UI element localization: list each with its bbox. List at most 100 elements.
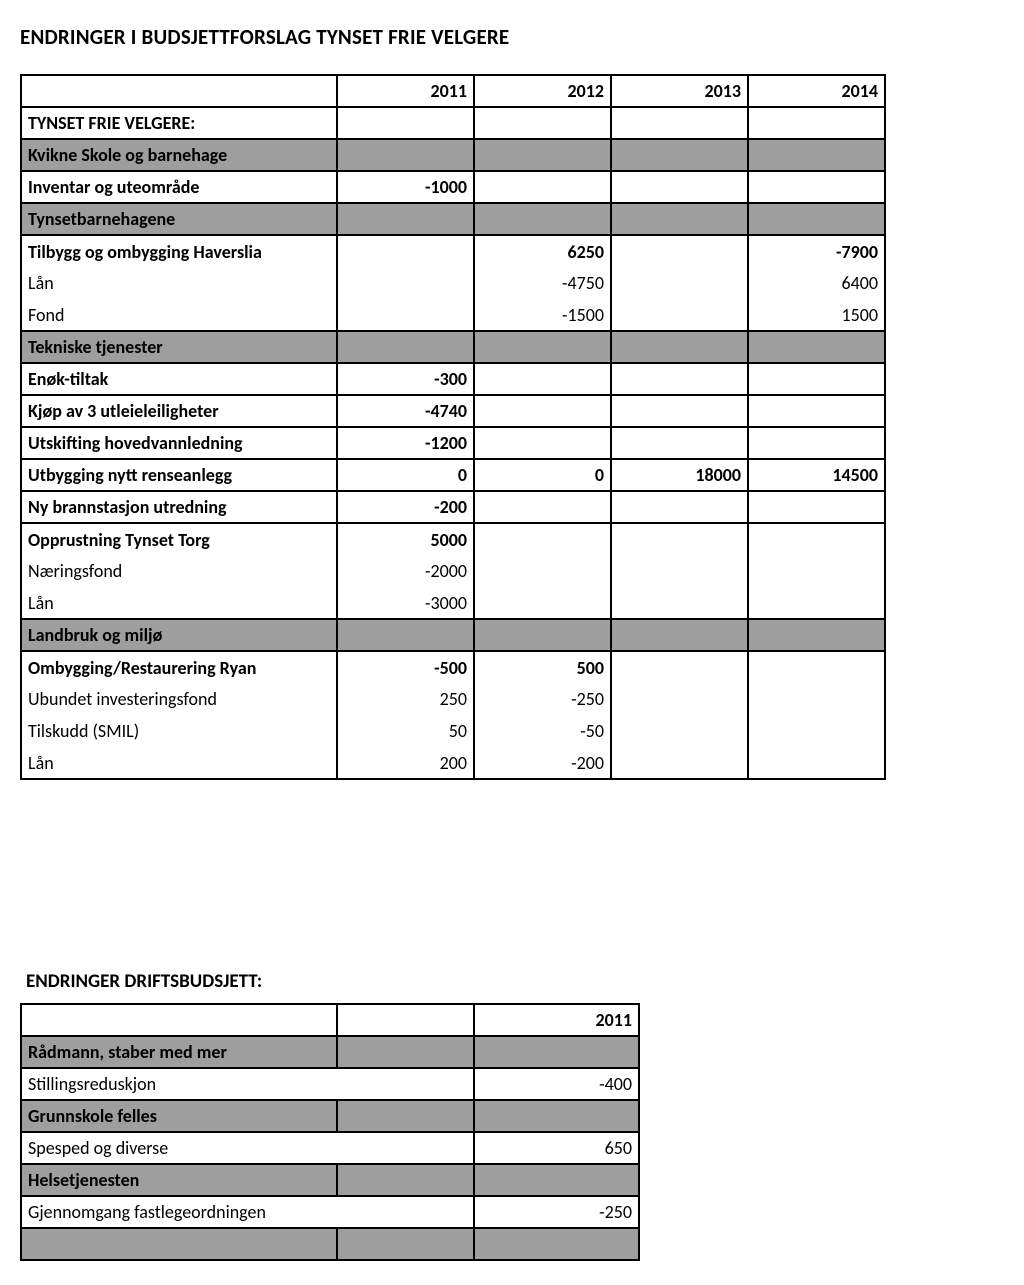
section-cell <box>611 619 748 651</box>
row-value: 6250 <box>474 235 611 267</box>
row-value <box>474 523 611 555</box>
row-value <box>474 491 611 523</box>
table-row: Tilskudd (SMIL)50-50 <box>21 715 885 747</box>
year-header: 2014 <box>748 75 885 107</box>
row-label-ext <box>337 1068 474 1100</box>
row-label: Spesped og diverse <box>21 1132 337 1164</box>
header-empty <box>21 1004 337 1036</box>
row-value <box>474 395 611 427</box>
row-value: -300 <box>337 363 474 395</box>
table-row: Landbruk og miljø <box>21 619 885 651</box>
table-row: Opprustning Tynset Torg5000 <box>21 523 885 555</box>
row-label: Tilbygg og ombygging Haverslia <box>21 235 337 267</box>
row-value: 1500 <box>748 299 885 331</box>
row-value <box>611 491 748 523</box>
table-row: Kjøp av 3 utleieleiligheter-4740 <box>21 395 885 427</box>
table-row: Grunnskole felles <box>21 1100 639 1132</box>
table-row: Lån-3000 <box>21 587 885 619</box>
row-label: Stillingsreduskjon <box>21 1068 337 1100</box>
row-value <box>748 651 885 683</box>
section-label: Kvikne Skole og barnehage <box>21 139 337 171</box>
table-row: Inventar og uteområde-1000 <box>21 171 885 203</box>
row-label: Lån <box>21 267 337 299</box>
table-row: 2011201220132014 <box>21 75 885 107</box>
year-header: 2012 <box>474 75 611 107</box>
section-cell <box>337 1100 474 1132</box>
row-value <box>337 235 474 267</box>
page-title: ENDRINGER I BUDSJETTFORSLAG TYNSET FRIE … <box>20 24 1004 50</box>
section-cell <box>474 331 611 363</box>
row-value: 6400 <box>748 267 885 299</box>
section-cell <box>337 331 474 363</box>
row-value: 650 <box>474 1132 639 1164</box>
table-row: Ny brannstasjon utredning-200 <box>21 491 885 523</box>
row-value: 14500 <box>748 459 885 491</box>
row-value: 250 <box>337 683 474 715</box>
row-value <box>474 587 611 619</box>
row-label: Utbygging nytt renseanlegg <box>21 459 337 491</box>
section-cell <box>474 1164 639 1196</box>
table-row: Tynsetbarnehagene <box>21 203 885 235</box>
row-value: -7900 <box>748 235 885 267</box>
section-label: Tynsetbarnehagene <box>21 203 337 235</box>
row-value: -1000 <box>337 171 474 203</box>
table-row: Ombygging/Restaurering Ryan-500500 <box>21 651 885 683</box>
row-value: -2000 <box>337 555 474 587</box>
table-row: Tekniske tjenester <box>21 331 885 363</box>
row-label: Utskifting hovedvannledning <box>21 427 337 459</box>
row-value: -200 <box>474 747 611 779</box>
row-label: Næringsfond <box>21 555 337 587</box>
row-label: Lån <box>21 747 337 779</box>
table-row: Ubundet investeringsfond250-250 <box>21 683 885 715</box>
row-value: -50 <box>474 715 611 747</box>
row-label-ext <box>337 1132 474 1164</box>
row-value <box>611 555 748 587</box>
row-value: -4750 <box>474 267 611 299</box>
row-value: -4740 <box>337 395 474 427</box>
row-label: Tilskudd (SMIL) <box>21 715 337 747</box>
row-value: -250 <box>474 683 611 715</box>
row-value: 50 <box>337 715 474 747</box>
table-row: Spesped og diverse 650 <box>21 1132 639 1164</box>
row-label: Kjøp av 3 utleieleiligheter <box>21 395 337 427</box>
row-value <box>611 587 748 619</box>
row-value <box>611 299 748 331</box>
section-cell <box>337 1036 474 1068</box>
row-value <box>611 427 748 459</box>
row-value <box>474 171 611 203</box>
table-row: Lån200-200 <box>21 747 885 779</box>
section-label: Tekniske tjenester <box>21 331 337 363</box>
budget-table-1: 2011201220132014TYNSET FRIE VELGERE:Kvik… <box>20 74 886 780</box>
row-value <box>474 427 611 459</box>
section-cell <box>474 1100 639 1132</box>
row-label: Ombygging/Restaurering Ryan <box>21 651 337 683</box>
row-value <box>748 715 885 747</box>
row-value <box>611 523 748 555</box>
section-cell <box>337 203 474 235</box>
row-value: -3000 <box>337 587 474 619</box>
row-value <box>611 747 748 779</box>
section-cell <box>748 203 885 235</box>
row-value <box>748 555 885 587</box>
section-label: Rådmann, staber med mer <box>21 1036 337 1068</box>
table-row: Lån -4750 6400 <box>21 267 885 299</box>
section-cell <box>474 619 611 651</box>
year-header: 2011 <box>337 75 474 107</box>
section-cell <box>611 331 748 363</box>
section-label: Landbruk og miljø <box>21 619 337 651</box>
row-value: -250 <box>474 1196 639 1228</box>
row-value <box>748 587 885 619</box>
section-cell <box>337 1164 474 1196</box>
section-cell <box>337 619 474 651</box>
table-row: Helsetjenesten <box>21 1164 639 1196</box>
section-label: Grunnskole felles <box>21 1100 337 1132</box>
row-value <box>611 651 748 683</box>
table-row: Utbygging nytt renseanlegg001800014500 <box>21 459 885 491</box>
row-value <box>337 299 474 331</box>
row-label: Gjennomgang fastlegeordningen <box>21 1196 337 1228</box>
row-value: 0 <box>337 459 474 491</box>
row-label: Ny brannstasjon utredning <box>21 491 337 523</box>
table-row: Gjennomgang fastlegeordningen -250 <box>21 1196 639 1228</box>
row-value <box>611 107 748 139</box>
table-row: Kvikne Skole og barnehage <box>21 139 885 171</box>
